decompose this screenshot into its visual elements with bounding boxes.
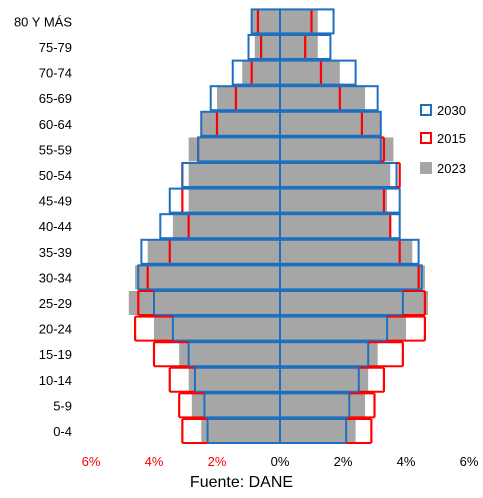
bar-2023-left xyxy=(147,239,280,264)
bar-2023-right xyxy=(280,214,391,239)
bar-2023-left xyxy=(172,214,280,239)
outline-2030-right xyxy=(279,187,401,214)
outline-2030-right xyxy=(279,238,420,265)
bar-2023-left xyxy=(254,35,280,59)
bar-2023-left xyxy=(188,188,280,213)
x-tick-label: 2% xyxy=(334,454,353,469)
legend-swatch-2023 xyxy=(420,162,432,174)
legend-label-2023: 2023 xyxy=(437,161,466,176)
outline-2030-right xyxy=(279,392,351,419)
bar-2023-right xyxy=(280,60,340,85)
bar-2023-left xyxy=(201,111,280,136)
y-tick-label: 25-29 xyxy=(39,296,72,311)
legend-label-2030: 2030 xyxy=(437,103,466,118)
y-tick-label: 45-49 xyxy=(39,194,72,209)
y-tick-label: 5-9 xyxy=(53,398,72,413)
x-tick-label: 6% xyxy=(460,454,479,469)
outline-2030-right xyxy=(279,34,332,60)
bar-2023-right xyxy=(280,265,425,290)
bar-2023-right xyxy=(280,239,413,264)
bar-2023-right xyxy=(280,35,318,59)
outline-2030-right xyxy=(279,418,348,444)
outline-2030-right xyxy=(279,264,423,291)
y-tick-label: 55-59 xyxy=(39,142,72,157)
bar-2023-left xyxy=(242,60,280,85)
bar-2023-left xyxy=(191,393,280,418)
y-tick-label: 10-14 xyxy=(39,373,72,388)
outline-2030-right xyxy=(279,85,379,112)
bar-2023-right xyxy=(280,111,381,136)
legend-label-2015: 2015 xyxy=(437,131,466,146)
x-tick-label: 4% xyxy=(397,454,416,469)
bar-2023-left xyxy=(217,86,280,111)
bar-2023-left xyxy=(188,367,280,392)
y-tick-label: 75-79 xyxy=(39,40,72,55)
y-tick-label: 30-34 xyxy=(39,270,72,285)
population-pyramid-chart: 0-4 5-9 10-14 15-19 20-24 25-29 30-34 35-39 40-4… xyxy=(14,8,479,469)
bar-2023-left xyxy=(179,342,280,367)
bar-2023-left xyxy=(188,163,280,187)
x-tick-label: 2% xyxy=(208,454,227,469)
y-tick-label: 60-64 xyxy=(39,117,72,132)
y-tick-label: 35-39 xyxy=(39,245,72,260)
bar-2023-left xyxy=(251,9,280,34)
outline-2030-right xyxy=(279,366,360,393)
outline-2030-right xyxy=(279,8,335,35)
y-tick-label: 70-74 xyxy=(39,66,72,81)
bar-2023-right xyxy=(280,86,366,111)
bar-2023-right xyxy=(280,342,378,367)
outline-2030-right xyxy=(279,290,404,316)
outline-2030-right xyxy=(279,110,382,137)
source-caption: Fuente: DANE xyxy=(189,474,294,491)
outline-2030-right xyxy=(279,162,398,188)
bar-2023-right xyxy=(280,367,369,392)
legend-swatch-2015 xyxy=(420,132,432,144)
bar-2023-right xyxy=(280,393,366,418)
y-tick-label: 20-24 xyxy=(39,322,72,337)
legend-swatch-2030 xyxy=(420,104,432,116)
y-tick-label: 50-54 xyxy=(39,168,72,183)
bar-2023-right xyxy=(280,291,429,315)
x-tick-label: 6% xyxy=(82,454,101,469)
outline-2030-right xyxy=(279,341,370,368)
y-tick-label: 0-4 xyxy=(53,424,72,439)
outline-2030-right xyxy=(279,213,401,240)
bar-2023-right xyxy=(280,163,391,187)
outline-2030-right xyxy=(279,136,382,163)
bar-2023-right xyxy=(280,316,406,341)
bar-2023-right xyxy=(280,137,394,162)
outline-2030-right xyxy=(279,315,389,342)
bar-2023-right xyxy=(280,419,356,443)
outline-2030-right xyxy=(279,59,357,86)
x-tick-label: 0% xyxy=(271,454,290,469)
bar-2023-right xyxy=(280,188,388,213)
bar-2023-left xyxy=(154,316,280,341)
y-tick-label: 65-69 xyxy=(39,91,72,106)
bar-2023-left xyxy=(128,291,280,315)
y-tick-label: 80 Y MÁS xyxy=(14,14,72,29)
x-tick-label: 4% xyxy=(145,454,164,469)
bar-2023-left xyxy=(135,265,280,290)
y-tick-label: 40-44 xyxy=(39,219,72,234)
bar-2023-left xyxy=(201,419,280,443)
y-tick-label: 15-19 xyxy=(39,347,72,362)
bar-2023-left xyxy=(188,137,280,162)
